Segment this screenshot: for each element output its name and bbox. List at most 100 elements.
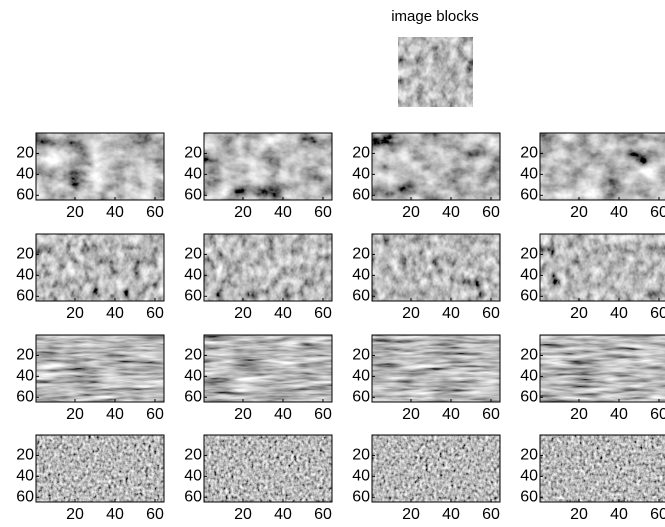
y-tick-label: 60: [16, 288, 34, 305]
y-tick-label: 40: [352, 166, 370, 183]
figure-title: image blocks: [391, 8, 479, 25]
y-tick-label: 60: [16, 187, 34, 204]
x-tick-label: 60: [650, 506, 665, 523]
y-tick-label: 60: [184, 489, 202, 506]
image-panel: [204, 335, 332, 402]
y-tick-label: 40: [184, 368, 202, 385]
y-tick-label: 60: [16, 389, 34, 406]
x-tick-label: 40: [274, 305, 292, 322]
y-tick-label: 40: [520, 368, 538, 385]
x-tick-label: 40: [274, 506, 292, 523]
x-tick-label: 20: [234, 305, 252, 322]
x-tick-label: 40: [274, 406, 292, 423]
y-tick-label: 40: [520, 166, 538, 183]
image-panel: [36, 435, 164, 502]
image-panel: [540, 234, 665, 301]
y-tick-label: 40: [520, 468, 538, 485]
x-tick-label: 20: [570, 406, 588, 423]
x-tick-label: 20: [66, 305, 84, 322]
y-tick-label: 40: [184, 267, 202, 284]
y-tick-label: 60: [184, 288, 202, 305]
y-tick-label: 20: [184, 145, 202, 162]
figure: image blocks 20 40 60 20 40 60 20 40 60 20 40 60 20 4…: [0, 0, 665, 527]
page: image blocks 20 40 60 20 40 60 20 40 60 20 40 60 20 4…: [0, 0, 665, 527]
y-tick-label: 40: [352, 368, 370, 385]
y-tick-label: 40: [352, 468, 370, 485]
x-tick-label: 60: [650, 406, 665, 423]
y-tick-label: 60: [352, 288, 370, 305]
x-tick-label: 40: [106, 506, 124, 523]
x-tick-label: 60: [146, 305, 164, 322]
x-tick-label: 40: [106, 305, 124, 322]
y-tick-label: 40: [16, 166, 34, 183]
y-tick-label: 40: [520, 267, 538, 284]
y-tick-label: 60: [184, 389, 202, 406]
x-tick-label: 40: [610, 305, 628, 322]
x-tick-label: 20: [570, 506, 588, 523]
y-tick-label: 40: [16, 368, 34, 385]
y-tick-label: 20: [352, 447, 370, 464]
x-tick-label: 40: [610, 204, 628, 221]
x-tick-label: 40: [610, 406, 628, 423]
image-panel: [36, 234, 164, 301]
x-tick-label: 20: [234, 406, 252, 423]
y-tick-label: 20: [16, 246, 34, 263]
y-tick-label: 20: [352, 246, 370, 263]
x-tick-label: 60: [482, 305, 500, 322]
x-tick-label: 20: [570, 305, 588, 322]
x-tick-label: 60: [650, 204, 665, 221]
y-tick-label: 20: [16, 347, 34, 364]
x-tick-label: 40: [442, 204, 460, 221]
image-panel: [372, 133, 500, 200]
x-tick-label: 20: [66, 506, 84, 523]
x-tick-label: 40: [274, 204, 292, 221]
y-tick-label: 20: [184, 347, 202, 364]
y-tick-label: 40: [184, 166, 202, 183]
y-tick-label: 20: [184, 447, 202, 464]
image-panel: [204, 435, 332, 502]
y-tick-label: 40: [16, 267, 34, 284]
x-tick-label: 20: [402, 406, 420, 423]
x-tick-label: 60: [314, 204, 332, 221]
y-tick-label: 60: [520, 187, 538, 204]
y-tick-label: 40: [16, 468, 34, 485]
image-panel: [372, 435, 500, 502]
x-tick-label: 60: [482, 204, 500, 221]
x-tick-label: 20: [66, 406, 84, 423]
y-tick-label: 20: [520, 447, 538, 464]
x-tick-label: 20: [234, 506, 252, 523]
x-tick-label: 60: [482, 406, 500, 423]
x-tick-label: 40: [442, 305, 460, 322]
y-tick-label: 60: [520, 288, 538, 305]
y-tick-label: 20: [352, 145, 370, 162]
image-panel: [372, 335, 500, 402]
x-tick-label: 60: [314, 506, 332, 523]
x-tick-label: 20: [66, 204, 84, 221]
x-tick-label: 40: [106, 406, 124, 423]
x-tick-label: 60: [482, 506, 500, 523]
x-tick-label: 20: [402, 305, 420, 322]
image-panel: [540, 133, 665, 200]
x-tick-label: 20: [234, 204, 252, 221]
image-panel: [540, 435, 665, 502]
image-panel: [204, 133, 332, 200]
image-panel: [204, 234, 332, 301]
x-tick-label: 40: [442, 406, 460, 423]
y-tick-label: 60: [352, 187, 370, 204]
x-tick-label: 20: [402, 204, 420, 221]
y-tick-label: 40: [184, 468, 202, 485]
y-tick-label: 60: [352, 389, 370, 406]
image-panel: [36, 335, 164, 402]
y-tick-label: 20: [184, 246, 202, 263]
y-tick-label: 20: [352, 347, 370, 364]
y-tick-label: 20: [16, 145, 34, 162]
x-tick-label: 60: [146, 406, 164, 423]
x-tick-label: 60: [650, 305, 665, 322]
x-tick-label: 60: [146, 204, 164, 221]
image-panel: [36, 133, 164, 200]
x-tick-label: 60: [146, 506, 164, 523]
image-panel: [372, 234, 500, 301]
y-tick-label: 60: [16, 489, 34, 506]
x-tick-label: 60: [314, 305, 332, 322]
x-tick-label: 20: [570, 204, 588, 221]
